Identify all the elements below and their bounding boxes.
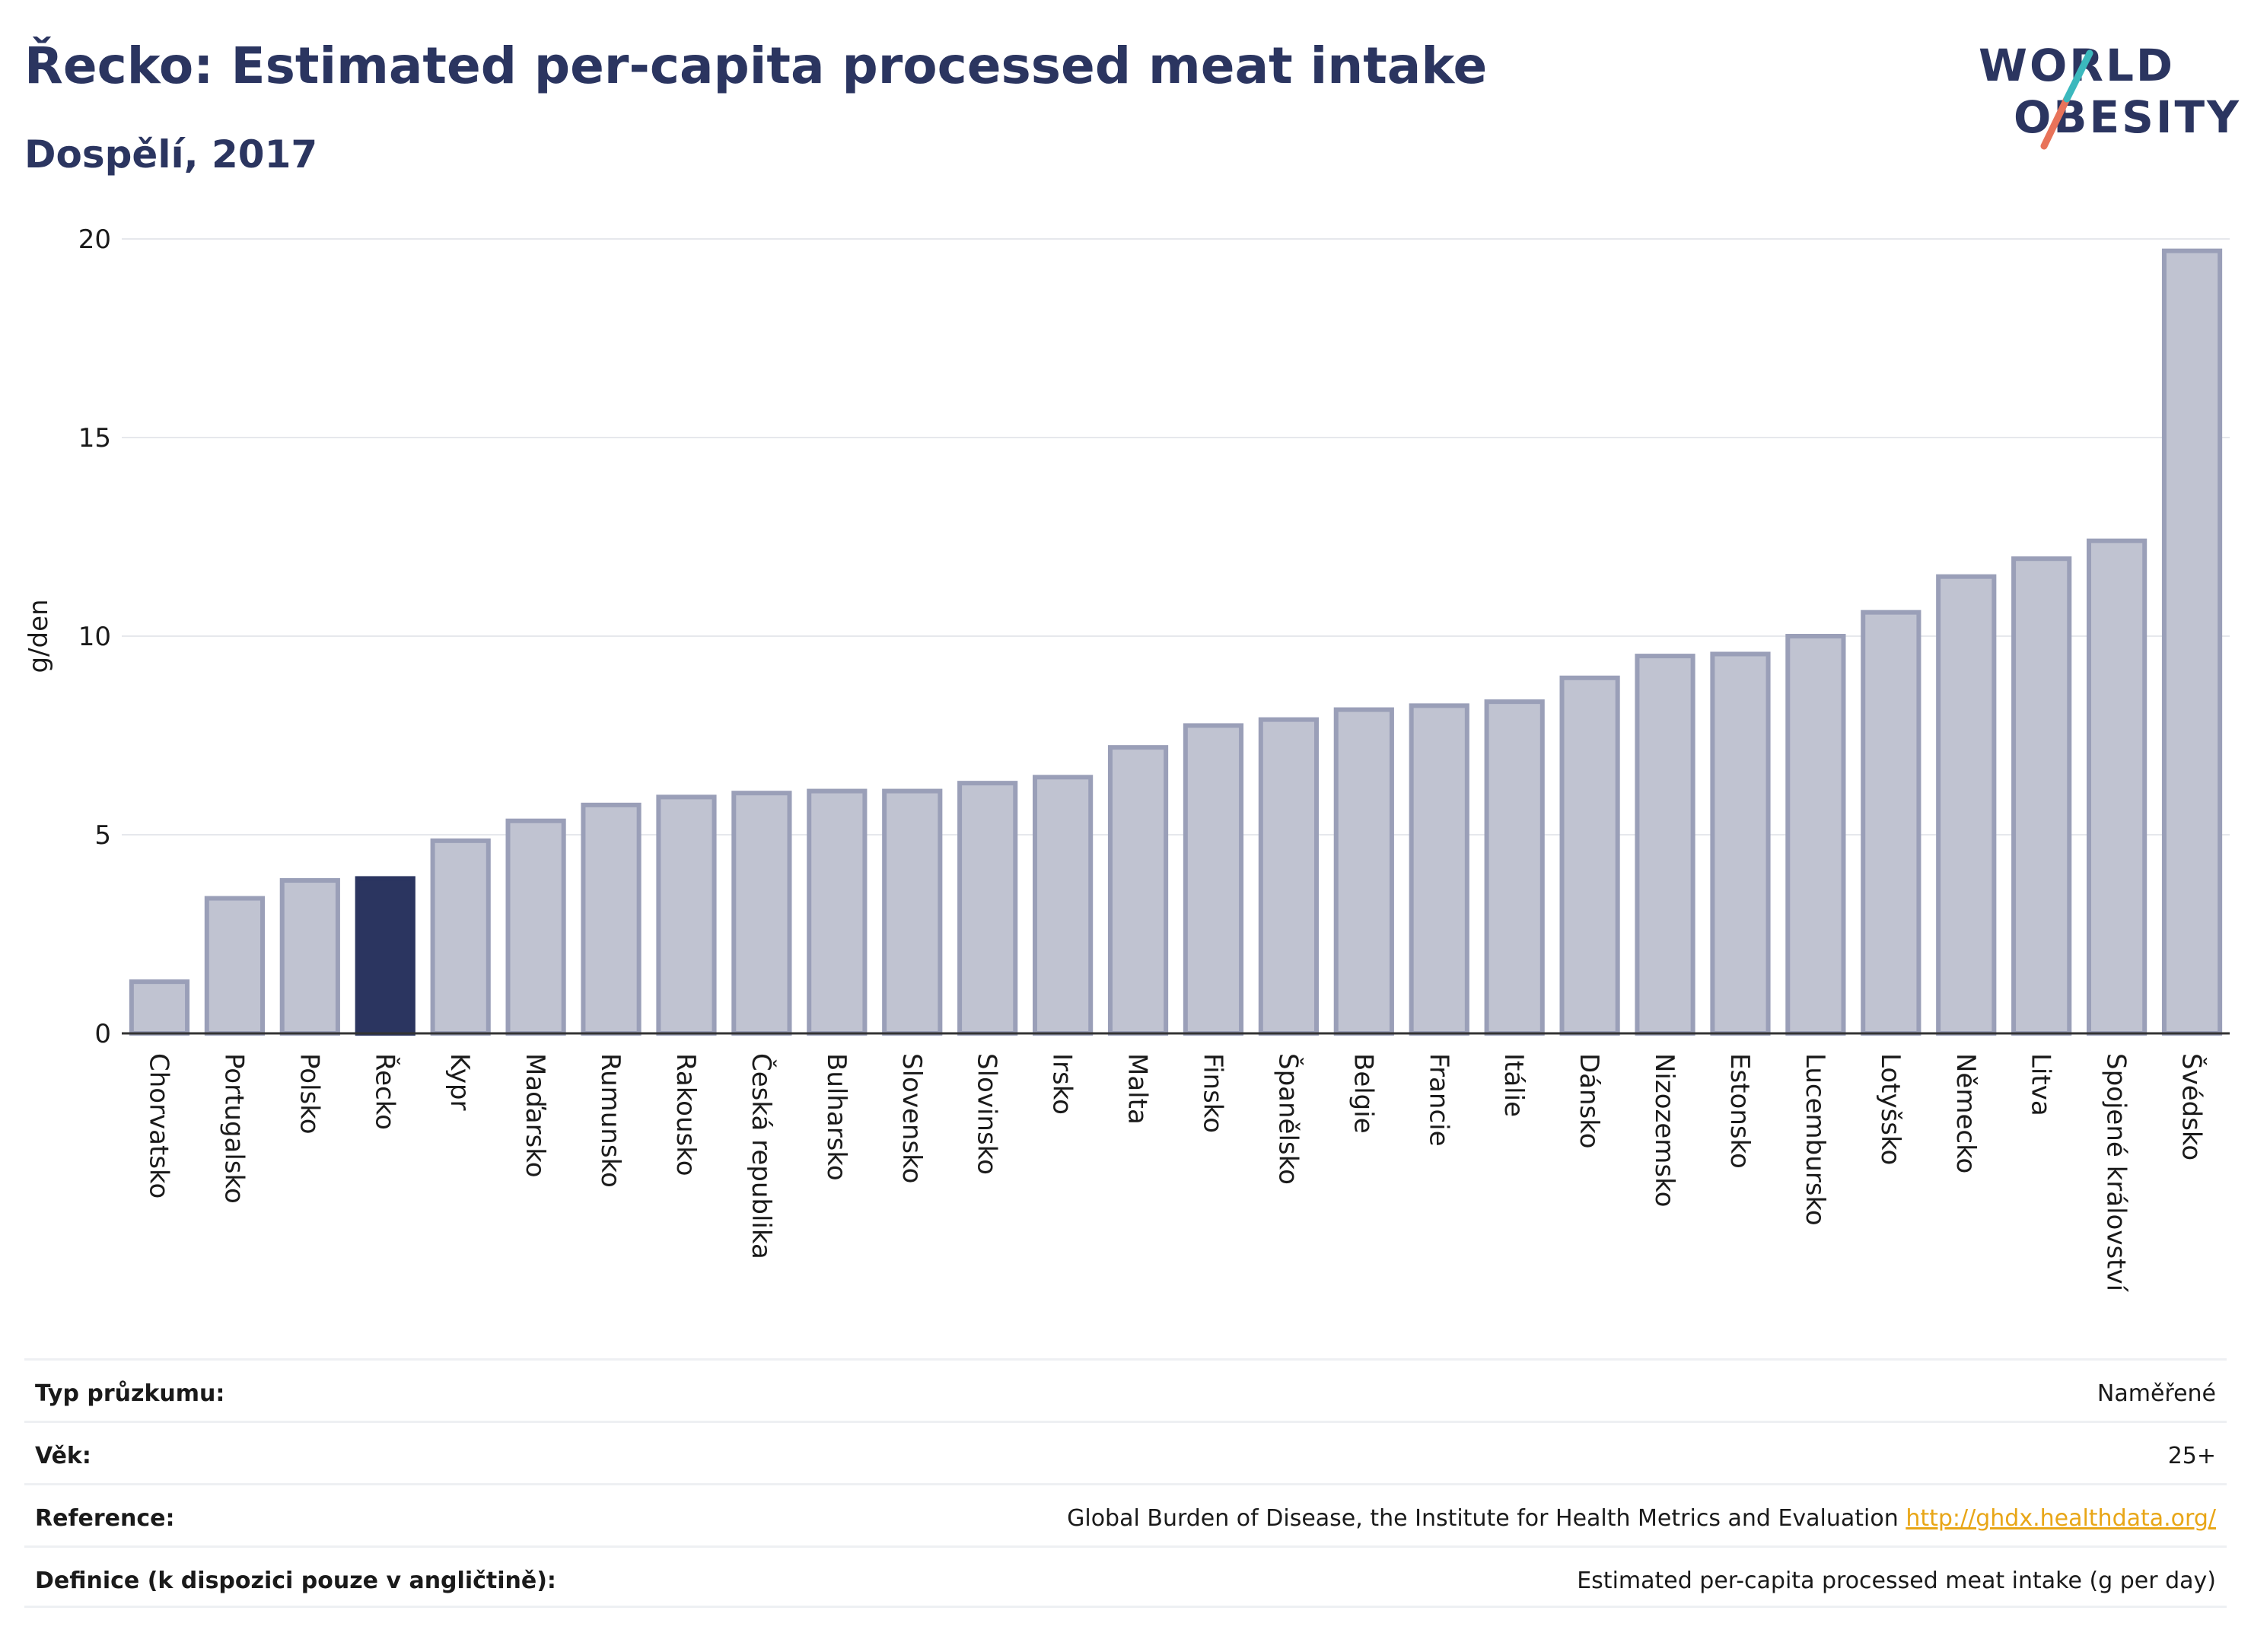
info-row-survey-type: Typ průzkumu: Naměřené	[24, 1358, 2227, 1421]
x-tick-label: Lucembursko	[1800, 1053, 1830, 1226]
x-tick-label: Dánsko	[1574, 1053, 1604, 1149]
logo-slash-icon	[1979, 32, 2237, 161]
bar-6	[583, 805, 638, 1033]
x-tick-label: Francie	[1423, 1053, 1453, 1147]
bar-0	[132, 982, 187, 1033]
y-tick-label: 15	[78, 423, 111, 454]
bar-13	[1110, 747, 1166, 1033]
bar-23	[1863, 613, 1918, 1033]
bar-7	[658, 797, 714, 1033]
x-tick-label: Německo	[1950, 1053, 1981, 1173]
x-tick-label: Finsko	[1197, 1053, 1227, 1133]
x-tick-label: Spojené království	[2101, 1053, 2132, 1293]
info-row-reference: Reference: Global Burden of Disease, the…	[24, 1483, 2227, 1545]
bar-19	[1562, 678, 1618, 1033]
bar-12	[1035, 777, 1090, 1033]
bar-15	[1261, 720, 1317, 1033]
bar-26	[2089, 541, 2144, 1033]
info-key: Reference:	[35, 1505, 174, 1532]
world-obesity-logo: WORLD OBESITY	[1979, 32, 2237, 161]
x-tick-label: Itálie	[1498, 1053, 1529, 1117]
bar-24	[1938, 577, 1994, 1033]
info-table: Typ průzkumu: Naměřené Věk: 25+ Referenc…	[24, 1358, 2227, 1608]
bar-9	[809, 791, 864, 1033]
x-tick-label: Chorvatsko	[143, 1053, 174, 1198]
bar-18	[1487, 702, 1543, 1033]
y-tick-label: 20	[78, 224, 111, 255]
bar-11	[960, 783, 1015, 1033]
chart-title: Řecko: Estimated per-capita processed me…	[24, 37, 1487, 95]
x-tick-label: Rakousko	[670, 1053, 701, 1176]
info-value: Estimated per-capita processed meat inta…	[1577, 1568, 2216, 1594]
x-tick-label: Belgie	[1348, 1053, 1378, 1134]
x-tick-label: Maďarsko	[520, 1053, 550, 1178]
y-tick-label: 10	[78, 622, 111, 652]
bar-8	[734, 793, 789, 1033]
x-tick-label: Slovinsko	[972, 1053, 1002, 1175]
reference-text: Global Burden of Disease, the Institute …	[1067, 1505, 1899, 1532]
bar-22	[1788, 636, 1843, 1033]
x-tick-label: Švédsko	[2176, 1053, 2208, 1160]
x-tick-label: Litva	[2026, 1053, 2056, 1116]
x-tick-label: Estonsko	[1724, 1053, 1755, 1169]
bar-20	[1637, 656, 1692, 1033]
x-tick-label: Irsko	[1047, 1053, 1078, 1115]
bar-10	[884, 791, 940, 1033]
x-tick-label: Rumunsko	[595, 1053, 626, 1188]
info-key: Typ průzkumu:	[35, 1380, 224, 1407]
info-key: Věk:	[35, 1443, 91, 1469]
x-tick-label: Kypr	[444, 1053, 475, 1111]
info-row-age: Věk: 25+	[24, 1421, 2227, 1483]
bar-5	[508, 821, 564, 1033]
x-tick-label: Polsko	[294, 1053, 324, 1135]
x-tick-label: Slovensko	[896, 1053, 927, 1183]
bar-14	[1186, 725, 1241, 1033]
x-tick-label: Lotyšsko	[1875, 1053, 1906, 1165]
bar-2	[282, 880, 338, 1033]
info-value: Global Burden of Disease, the Institute …	[1067, 1505, 2216, 1532]
bar-25	[2014, 559, 2069, 1033]
x-tick-label: Řecko	[369, 1053, 400, 1130]
bar-1	[207, 899, 263, 1033]
chart-subtitle: Dospělí, 2017	[24, 132, 317, 177]
x-tick-label: Bulharsko	[821, 1053, 852, 1181]
bar-21	[1712, 654, 1768, 1033]
info-row-definition: Definice (k dispozici pouze v angličtině…	[24, 1545, 2227, 1608]
bar-17	[1412, 705, 1467, 1033]
info-value: 25+	[2168, 1443, 2216, 1469]
info-key: Definice (k dispozici pouze v angličtině…	[35, 1568, 556, 1594]
x-tick-label: Nizozemsko	[1649, 1053, 1679, 1207]
x-tick-label: Španělsko	[1272, 1053, 1304, 1185]
bar-chart: 0 5 10 15 20 g/den Chorvatsko Portugalsko Polsko…	[0, 190, 2251, 1347]
bar-16	[1336, 710, 1392, 1033]
bar-3	[358, 878, 413, 1033]
y-tick-label: 0	[94, 1019, 111, 1049]
info-value: Naměřené	[2097, 1380, 2216, 1407]
y-tick-label: 5	[94, 820, 111, 851]
x-tick-label: Portugalsko	[218, 1053, 249, 1204]
x-tick-label: Malta	[1122, 1053, 1153, 1125]
y-axis-label: g/den	[24, 599, 54, 673]
bar-4	[433, 841, 489, 1033]
reference-link[interactable]: http://ghdx.healthdata.org/	[1906, 1505, 2216, 1532]
bar-27	[2164, 251, 2220, 1033]
x-tick-label: Česká republika	[746, 1053, 777, 1259]
